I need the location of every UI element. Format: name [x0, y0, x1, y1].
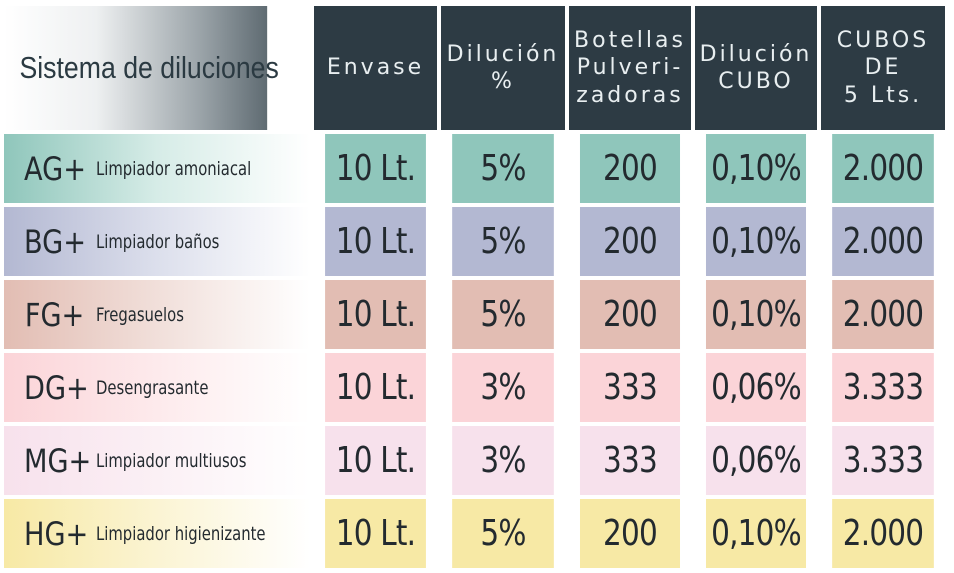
- cell-dilucion: 5%: [452, 207, 554, 276]
- product-code: HG+: [24, 514, 89, 553]
- cell-dilucion: 5%: [452, 134, 554, 203]
- product-code: AG+: [24, 149, 86, 188]
- table-row-name: FG+ Fregasuelos: [4, 280, 310, 349]
- product-description: Limpiador amoniacal: [96, 157, 252, 180]
- product-code: DG+: [24, 368, 89, 407]
- cell-dilucion-cubo: 0,06%: [705, 426, 807, 495]
- cell-dilucion: 5%: [452, 499, 554, 568]
- cell-cubos: 2.000: [832, 280, 934, 349]
- header-botellas: Botellas Pulveri- zadoras: [569, 6, 691, 130]
- header-sistema: Sistema de diluciones: [4, 6, 279, 130]
- cell-botellas: 200: [579, 499, 681, 568]
- header-dilucion-cubo: Dilución CUBO: [695, 6, 817, 130]
- cell-cubos: 2.000: [832, 134, 934, 203]
- product-description: Fregasuelos: [96, 303, 184, 326]
- cell-botellas: 200: [579, 280, 681, 349]
- cell-botellas: 200: [579, 207, 681, 276]
- cell-envase: 10 Lt.: [325, 499, 426, 568]
- product-code: MG+: [24, 441, 92, 480]
- table-row-name: HG+ Limpiador higienizante: [4, 499, 310, 568]
- cell-botellas: 333: [579, 426, 681, 495]
- product-description: Limpiador baños: [96, 230, 220, 253]
- cell-dilucion-cubo: 0,10%: [705, 280, 807, 349]
- cell-envase: 10 Lt.: [325, 426, 426, 495]
- cell-dilucion-cubo: 0,10%: [705, 207, 807, 276]
- header-envase: Envase: [314, 6, 437, 130]
- table-row-name: DG+ Desengrasante: [4, 353, 310, 422]
- table-row-name: AG+ Limpiador amoniacal: [4, 134, 310, 203]
- cell-envase: 10 Lt.: [325, 280, 426, 349]
- product-description: Limpiador multiusos: [96, 449, 247, 472]
- cell-dilucion-cubo: 0,10%: [705, 134, 807, 203]
- product-code: FG+: [24, 295, 85, 334]
- table-row-name: BG+ Limpiador baños: [4, 207, 310, 276]
- cell-dilucion: 3%: [452, 426, 554, 495]
- cell-cubos: 3.333: [832, 353, 934, 422]
- cell-envase: 10 Lt.: [325, 134, 426, 203]
- cell-envase: 10 Lt.: [325, 207, 426, 276]
- header-cubos: CUBOS DE 5 Lts.: [821, 6, 945, 130]
- cell-envase: 10 Lt.: [325, 353, 426, 422]
- cell-cubos: 2.000: [832, 207, 934, 276]
- cell-cubos: 2.000: [832, 499, 934, 568]
- cell-cubos: 3.333: [832, 426, 934, 495]
- cell-botellas: 200: [579, 134, 681, 203]
- cell-dilucion: 3%: [452, 353, 554, 422]
- cell-botellas: 333: [579, 353, 681, 422]
- cell-dilucion-cubo: 0,10%: [705, 499, 807, 568]
- cell-dilucion: 5%: [452, 280, 554, 349]
- product-code: BG+: [24, 222, 87, 261]
- table-row-name: MG+ Limpiador multiusos: [4, 426, 310, 495]
- cell-dilucion-cubo: 0,06%: [705, 353, 807, 422]
- product-description: Desengrasante: [96, 376, 209, 399]
- product-description: Limpiador higienizante: [96, 522, 266, 545]
- header-dilucion: Dilución %: [441, 6, 565, 130]
